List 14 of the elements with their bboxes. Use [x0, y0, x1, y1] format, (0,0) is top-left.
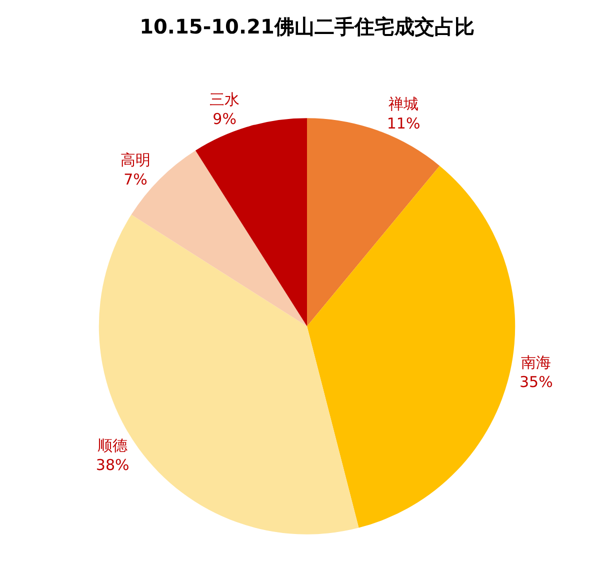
pie-slice [99, 214, 359, 534]
data-label: 9% [212, 110, 236, 128]
data-label: 7% [124, 170, 148, 188]
slice-label: 高明 [120, 150, 150, 169]
chart-title: 10.15-10.21佛山二手住宅成交占比 [140, 14, 474, 39]
data-label: 11% [386, 114, 420, 133]
data-label: 35% [519, 373, 553, 392]
slice-label: 南海 [521, 354, 552, 372]
data-label: 38% [96, 456, 130, 474]
slice-label: 禅城 [388, 95, 419, 114]
pie-slice [307, 166, 516, 528]
slice-label: 三水 [210, 90, 240, 108]
pie-slice [307, 118, 440, 326]
slice-label: 顺德 [98, 436, 128, 454]
